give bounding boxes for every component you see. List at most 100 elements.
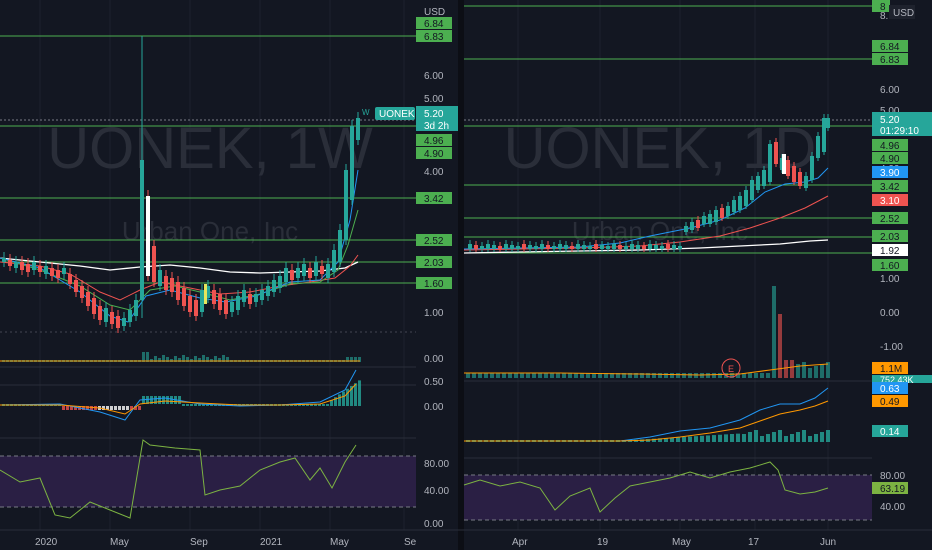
right-level-badge: 2.03 [880,232,900,243]
candle-body [654,245,658,249]
candle-body [708,214,712,224]
right-time-label: May [672,537,691,548]
volume-bar [146,352,149,362]
macd-hist-bar [826,430,830,442]
macd-hist-bar [166,396,169,404]
left-time-label: 2021 [260,537,283,548]
candle-body [618,245,622,249]
volume-bar [622,373,626,378]
volume-bar [556,373,560,378]
candle-body [290,270,294,280]
candle-body [738,196,742,210]
left-chart-panel[interactable]: UONEK, 1W Urban One, Inc [0,0,458,548]
right-ma-fast-value: 3.90 [880,168,900,179]
panel-divider[interactable] [458,0,464,550]
candle-body [546,245,550,249]
left-rsi-band [0,456,416,507]
macd-hist-bar [670,437,674,442]
candle-body [624,246,628,249]
macd-hist-bar [206,404,209,406]
macd-hist-bar [194,404,197,406]
right-rsi-badge [872,482,908,494]
macd-hist-bar [162,396,165,404]
candle-body [492,245,496,249]
candle-body [194,300,198,316]
right-top-level: 8 [880,2,886,13]
right-chart-panel[interactable]: UONEK, 1D Urban One, Inc E 6 [463,0,932,548]
volume-bar [778,314,782,378]
candle-body [260,290,264,300]
volume-bar [682,373,686,378]
candle-body [218,294,222,310]
left-countdown: 3d 2h [424,121,449,132]
left-time-axis[interactable]: 2020 May Sep 2021 May Se [35,537,417,548]
right-currency: USD [893,8,914,19]
right-volume-value: 1.1M [880,364,902,375]
macd-hist-bar [354,383,357,406]
right-macd-badge [872,382,908,394]
volume-bar [202,355,205,362]
right-level-badge: 6.84 [880,42,900,53]
macd-hist-bar [350,386,353,406]
candle-body [20,262,24,270]
right-hist-value: 0.14 [880,427,900,438]
macd-hist-bar [82,406,85,410]
candle-body [792,166,796,182]
volume-bar [694,373,698,378]
candle-body [468,244,472,249]
left-symbol-badge-text: UONEK [379,109,415,120]
candle-body [44,266,48,274]
right-volume-badge-2 [872,375,932,383]
candle-body [74,280,78,292]
right-level-badge: 2.52 [880,214,900,225]
macd-hist-bar [134,406,137,410]
macd-hist-bar [102,406,105,410]
volume-bar [820,364,824,378]
candle-body [242,290,246,302]
candle-body [678,246,682,249]
volume-bar [154,356,157,362]
macd-hist-bar [186,404,189,406]
right-signal-value: 0.49 [880,397,900,408]
candle-body [236,296,240,310]
candle-body [110,312,114,324]
volume-bar [658,373,662,378]
left-watermark-company: Urban One, Inc [122,216,298,246]
candle-body [726,206,730,216]
macd-hist-bar [318,404,321,406]
candle-body [122,318,126,326]
candle-body [308,268,312,278]
candle-body [338,230,342,262]
candle-body [582,245,586,249]
candle-body [284,268,288,282]
volume-bar [478,373,482,378]
candle-body [474,245,478,249]
right-time-axis[interactable]: Apr 19 May 17 Jun [512,537,836,548]
volume-bar [544,373,548,378]
candle-body [750,180,754,200]
candle-body [356,118,360,140]
earnings-marker[interactable] [721,358,741,378]
left-price-axis[interactable]: USD 6.00 5.00 4.00 1.00 0.00 0.50 0.00 8… [424,7,449,530]
right-ma-slow-badge [872,194,908,206]
volume-bar [484,373,488,378]
left-time-label: May [330,537,349,548]
macd-hist-bar [748,432,752,442]
candle-body [810,156,814,180]
macd-hist-bar [766,434,770,442]
candle-body [786,160,790,176]
candle-body [504,244,508,249]
left-price-tick: 5.00 [424,94,444,105]
candle-body [756,176,760,190]
left-watermark-symbol: UONEK, 1W [47,116,373,181]
left-level-badge: 6.84 [424,19,444,30]
macd-hist-bar [330,400,333,406]
left-macd-line [0,369,357,421]
right-top-level-partial: 8. [880,11,888,22]
left-level-badge: 6.83 [424,32,444,43]
volume-bar [142,352,145,362]
right-signal-badge [872,395,908,407]
left-currency: USD [424,7,445,18]
